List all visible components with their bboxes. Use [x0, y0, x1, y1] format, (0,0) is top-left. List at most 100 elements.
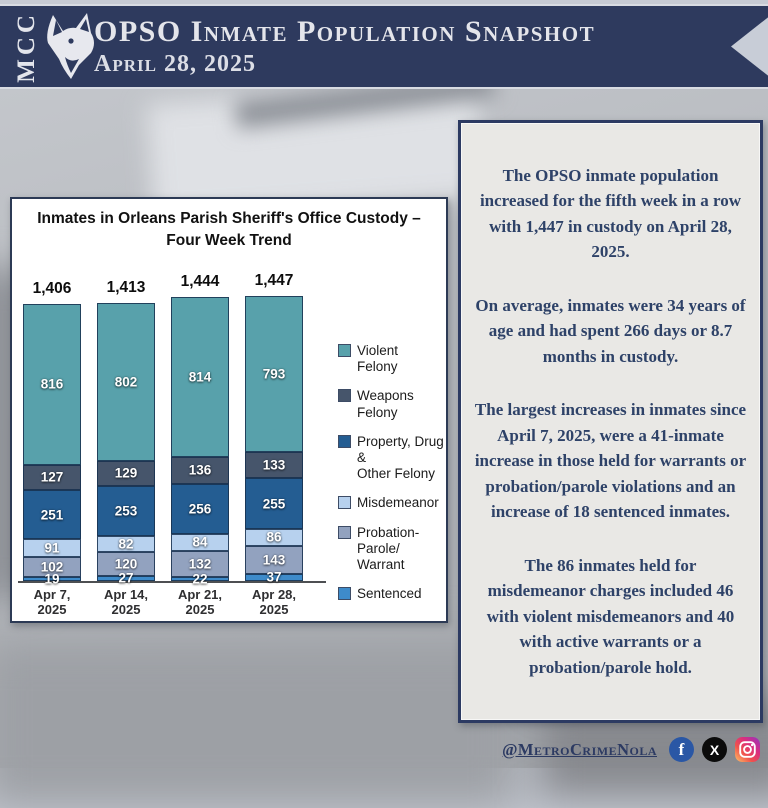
bar-segment: 27: [97, 572, 155, 585]
segment-value: 256: [188, 501, 212, 517]
legend-item: Probation-Parole/ Warrant: [338, 525, 448, 574]
bar-segment: 793: [245, 295, 303, 453]
segment-value: 127: [40, 469, 64, 485]
legend-item: Weapons Felony: [338, 388, 448, 420]
bar-segment: 19: [23, 572, 81, 585]
x-axis-line: [18, 581, 326, 583]
segment-value: 816: [40, 376, 64, 392]
legend-swatch: [338, 434, 351, 448]
legend-swatch: [338, 496, 351, 510]
bar-segment: 256: [171, 483, 229, 535]
bar-total: 1,447: [254, 271, 294, 289]
infographic-page: { "header": { "logo_text": "MCC", "title…: [0, 4, 768, 808]
bar-segment: 133: [245, 452, 303, 479]
bar-segment: 102: [23, 557, 81, 578]
header-title-block: OPSO Inmate Population Snapshot April 28…: [94, 15, 595, 78]
segment-value: 814: [188, 369, 212, 384]
segment-value: 136: [188, 462, 212, 478]
legend-label: Weapons Felony: [357, 388, 414, 420]
segment-value: 255: [262, 495, 286, 511]
segment-value: 27: [118, 570, 134, 586]
legend-swatch: [338, 525, 351, 539]
legend-label: Property, Drug & Other Felony: [357, 433, 444, 482]
page-title: OPSO Inmate Population Snapshot: [94, 15, 596, 48]
bar-total: 1,413: [106, 278, 146, 296]
bar-segment: 253: [97, 486, 155, 536]
legend-label: Probation-Parole/ Warrant: [357, 524, 420, 572]
facebook-icon[interactable]: f: [669, 737, 694, 762]
bar-segment: 91: [23, 539, 81, 558]
x-axis-label: Apr 28, 2025: [251, 586, 297, 618]
segment-value: 19: [44, 571, 60, 587]
bar-segment: 255: [245, 478, 303, 529]
bar-segment: 37: [245, 571, 303, 584]
legend-item: Violent Felony: [338, 343, 448, 375]
segment-value: 86: [266, 529, 282, 545]
bar-total: 1,406: [32, 280, 72, 298]
bars-area: 816 127 251 91 102 19 1,406 Apr 7, 2025 802 129 25…: [18, 253, 332, 619]
background-shadow-bottom: [0, 638, 520, 808]
bar-segment: 802: [97, 302, 155, 461]
segment-value: 251: [40, 506, 64, 522]
bar-segment: 132: [171, 550, 229, 577]
x-icon[interactable]: X: [702, 737, 727, 762]
info-paragraph: The largest increases in inmates since A…: [474, 400, 747, 522]
x-axis-label: Apr 21, 2025: [177, 586, 223, 618]
segment-value: 793: [262, 366, 286, 382]
bar-segment: 136: [171, 456, 229, 484]
bar-column: 814 136 256 84 132 22: [171, 296, 229, 585]
chart-panel: Inmates in Orleans Parish Sheriff's Offi…: [10, 197, 448, 623]
legend-item: Sentenced: [338, 586, 448, 602]
segment-value: 253: [114, 503, 138, 519]
info-paragraph: On average, inmates were 34 years of age…: [475, 295, 746, 366]
bar-segment: 814: [171, 296, 229, 457]
bar-column: 802 129 253 82 120 27: [97, 302, 155, 585]
segment-value: 91: [44, 540, 60, 556]
segment-value: 129: [114, 465, 138, 481]
bar-segment: 120: [97, 552, 155, 576]
legend-item: Misdemeanor: [338, 495, 448, 511]
bar-segment: 143: [245, 545, 303, 574]
chart-legend: Violent Felony Weapons Felony Property, Dr…: [338, 343, 448, 602]
footer: @MetroCrimeNola f X: [502, 737, 760, 762]
ribbon-notch: [731, 17, 768, 76]
legend-swatch: [338, 587, 351, 601]
bar-segment: 86: [245, 528, 303, 546]
segment-value: 143: [262, 551, 286, 567]
bar-segment: 22: [171, 572, 229, 585]
bar-segment: 127: [23, 464, 81, 490]
bar-column: 793 133 255 86 143 37: [245, 295, 303, 584]
info-panel: The OPSO inmate population increased for…: [458, 120, 763, 723]
x-axis-label: Apr 14, 2025: [103, 586, 149, 618]
bar-segment: 84: [171, 534, 229, 551]
x-axis-label: Apr 7, 2025: [33, 586, 71, 618]
bar-segment: 251: [23, 489, 81, 540]
bar-segment: 816: [23, 304, 81, 465]
instagram-icon[interactable]: [735, 737, 760, 762]
segment-value: 84: [192, 534, 208, 550]
segment-value: 102: [40, 559, 64, 575]
bar-segment: 129: [97, 460, 155, 487]
mcc-logo: MCC: [13, 11, 101, 83]
legend-item: Property, Drug & Other Felony: [338, 434, 448, 483]
legend-label: Violent Felony: [357, 343, 399, 375]
segment-value: 132: [188, 555, 212, 571]
segment-value: 120: [114, 556, 138, 572]
header-banner: MCC OPSO Inmate Population Snapshot Apri…: [0, 4, 768, 89]
bar-segment: 82: [97, 535, 155, 553]
wolf-icon: [47, 13, 94, 79]
mcc-logo-text: MCC: [13, 11, 40, 83]
page-date: April 28, 2025: [94, 50, 256, 77]
legend-label: Sentenced: [357, 586, 422, 602]
chart-title: Inmates in Orleans Parish Sheriff's Offi…: [37, 210, 421, 250]
segment-value: 82: [118, 536, 134, 552]
info-paragraph: The OPSO inmate population increased for…: [479, 165, 742, 262]
info-paragraph: The 86 inmates held for misdemeanor char…: [486, 555, 735, 677]
segment-value: 802: [114, 373, 138, 389]
bar-column: 816 127 251 91 102 19: [23, 304, 81, 585]
legend-swatch: [338, 344, 351, 357]
social-handle[interactable]: @MetroCrimeNola: [502, 739, 657, 759]
legend-label: Misdemeanor: [357, 495, 439, 511]
segment-value: 22: [192, 571, 208, 587]
bar-total: 1,444: [180, 272, 220, 290]
